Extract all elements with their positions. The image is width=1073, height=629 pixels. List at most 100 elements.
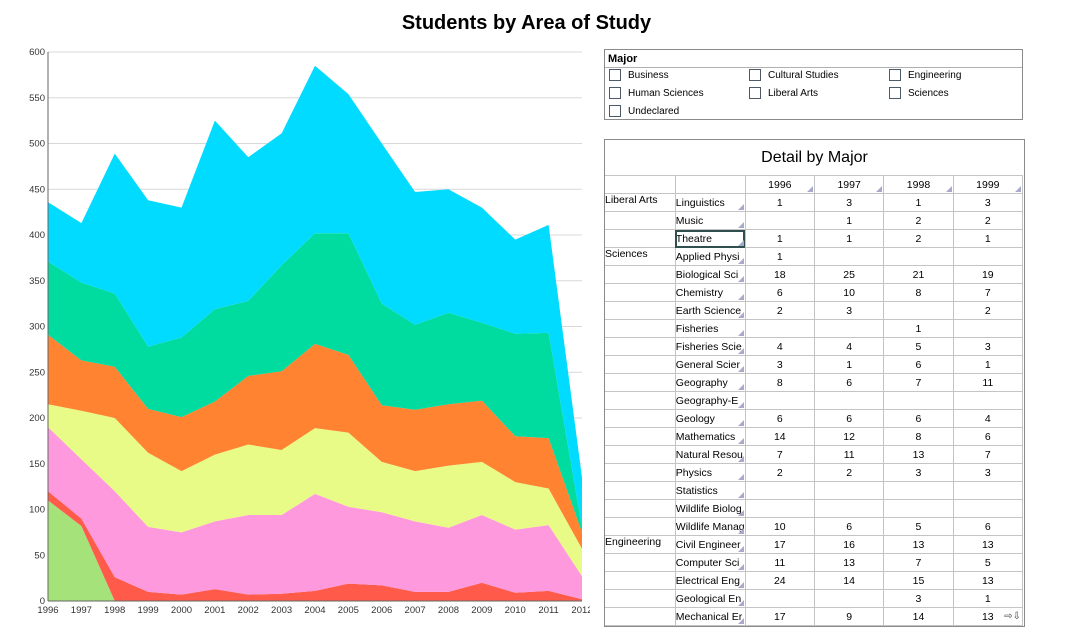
resize-handle-icon[interactable] xyxy=(737,240,744,246)
resize-handle-icon[interactable] xyxy=(737,294,744,300)
major-cell[interactable]: Earth Science xyxy=(674,301,746,320)
major-option-engineering[interactable]: Engineering xyxy=(889,69,961,83)
resize-handle-icon[interactable] xyxy=(737,258,744,264)
major-option-cultural-studies[interactable]: Cultural Studies xyxy=(749,69,839,83)
major-cell[interactable]: Natural Resou xyxy=(674,445,746,464)
checkbox[interactable] xyxy=(889,69,901,82)
area-series-6 xyxy=(48,233,582,533)
resize-handle-icon[interactable] xyxy=(737,330,744,336)
major-name: Geography-E xyxy=(675,394,739,407)
area-cell xyxy=(605,337,676,356)
major-option-sciences[interactable]: Sciences xyxy=(889,87,949,101)
resize-handle-icon[interactable] xyxy=(737,564,744,570)
major-cell[interactable]: Wildlife Biolog xyxy=(674,499,746,518)
resize-handle-icon[interactable] xyxy=(737,222,744,228)
major-cell[interactable]: Geography xyxy=(674,373,746,392)
major-cell[interactable]: Theatre xyxy=(674,229,746,248)
column-header[interactable]: 1996 xyxy=(744,175,815,194)
major-cell[interactable]: Mechanical Er xyxy=(674,607,746,626)
resize-handle-icon[interactable] xyxy=(737,456,744,462)
area-cell xyxy=(605,607,676,626)
resize-handle-icon[interactable] xyxy=(737,528,744,534)
major-option-undeclared[interactable]: Undeclared xyxy=(609,105,679,119)
resize-handle-icon[interactable] xyxy=(737,384,744,390)
checkbox[interactable] xyxy=(889,87,901,100)
value-cell: 7 xyxy=(744,445,815,464)
x-tick-label: 2011 xyxy=(538,605,558,616)
table-row: Mathematics 14 12 8 6 xyxy=(605,427,1024,446)
resize-handle-icon[interactable] xyxy=(737,492,744,498)
major-cell[interactable]: Computer Sci xyxy=(674,553,746,572)
major-option-business[interactable]: Business xyxy=(609,69,669,83)
resize-handle-icon[interactable] xyxy=(876,186,883,192)
major-cell[interactable]: Mathematics xyxy=(674,427,746,446)
x-tick-label: 2007 xyxy=(405,605,426,616)
value-cell: 7 xyxy=(952,445,1024,464)
major-cell[interactable]: Fisheries Scie xyxy=(674,337,746,356)
major-cell[interactable]: Physics xyxy=(674,463,746,482)
resize-handle-icon[interactable] xyxy=(737,366,744,372)
resize-handle-icon[interactable] xyxy=(737,348,744,354)
resize-handle-icon[interactable] xyxy=(737,618,744,624)
table-row: Fisheries 1 xyxy=(605,319,1024,338)
area-cell xyxy=(605,355,676,374)
resize-handle-icon[interactable] xyxy=(806,186,813,192)
table-row: Liberal Arts Linguistics 1 3 1 3 xyxy=(605,193,1024,212)
area-cell xyxy=(605,463,676,482)
resize-handle-icon[interactable] xyxy=(737,510,744,516)
resize-handle-icon[interactable] xyxy=(737,204,744,210)
resize-handle-icon[interactable] xyxy=(1015,186,1021,192)
column-header[interactable]: 1997 xyxy=(813,175,885,194)
major-name: Physics xyxy=(675,466,712,479)
y-tick-label: 100 xyxy=(29,505,45,516)
value-cell: 17 xyxy=(744,607,815,626)
resize-handle-icon[interactable] xyxy=(737,402,744,408)
major-cell[interactable]: Fisheries xyxy=(674,319,746,338)
checkbox[interactable] xyxy=(609,105,621,118)
major-cell[interactable]: Geology xyxy=(674,409,746,428)
major-cell[interactable]: Biological Sci xyxy=(674,265,746,284)
value-cell: 19 xyxy=(952,265,1024,284)
major-cell[interactable]: Civil Engineer xyxy=(674,535,746,554)
resize-handle-icon[interactable] xyxy=(737,312,744,318)
column-header[interactable]: 1998 xyxy=(883,175,954,194)
checkbox[interactable] xyxy=(609,87,621,100)
major-cell[interactable]: General Scier xyxy=(674,355,746,374)
resize-handle-icon[interactable] xyxy=(737,582,744,588)
y-tick-label: 450 xyxy=(29,184,45,195)
major-option-liberal-arts[interactable]: Liberal Arts xyxy=(749,87,818,101)
major-name: Earth Science xyxy=(675,304,742,317)
area-chart: 0 50 100 150 200 250 300 350 400 450 500 550 600 1996… xyxy=(29,47,590,616)
resize-handle-icon[interactable] xyxy=(737,438,744,444)
major-cell[interactable]: Music xyxy=(674,211,746,230)
x-tick-label: 2000 xyxy=(171,605,192,616)
column-header[interactable]: 1999 xyxy=(952,175,1024,194)
scroll-icons[interactable]: ⇨⇩ xyxy=(1004,611,1021,622)
checkbox[interactable] xyxy=(749,87,761,100)
resize-handle-icon[interactable] xyxy=(737,600,744,606)
major-cell[interactable]: Electrical Eng xyxy=(674,571,746,590)
value-cell xyxy=(744,319,815,338)
x-tick-label: 2010 xyxy=(505,605,526,616)
resize-handle-icon[interactable] xyxy=(737,276,744,282)
major-cell[interactable]: Statistics xyxy=(674,481,746,500)
major-cell[interactable]: Linguistics xyxy=(674,193,746,212)
major-cell[interactable]: Chemistry xyxy=(674,283,746,302)
value-cell xyxy=(744,481,815,500)
checkbox[interactable] xyxy=(749,69,761,82)
resize-handle-icon[interactable] xyxy=(737,420,744,426)
y-tick-label: 50 xyxy=(34,550,45,561)
arrow-down-icon[interactable]: ⇩ xyxy=(1012,611,1021,622)
major-cell[interactable]: Geography-E xyxy=(674,391,746,410)
resize-handle-icon[interactable] xyxy=(737,546,744,552)
value-cell: 6 xyxy=(952,517,1024,536)
major-cell[interactable]: Geological En xyxy=(674,589,746,608)
resize-handle-icon[interactable] xyxy=(737,474,744,480)
major-option-human-sciences[interactable]: Human Sciences xyxy=(609,87,704,101)
major-cell[interactable]: Applied Physi xyxy=(674,247,746,266)
major-cell[interactable]: Wildlife Manag xyxy=(674,517,746,536)
value-cell xyxy=(952,499,1024,518)
arrow-right-icon[interactable]: ⇨ xyxy=(1004,611,1013,622)
resize-handle-icon[interactable] xyxy=(945,186,952,192)
checkbox[interactable] xyxy=(609,69,621,82)
